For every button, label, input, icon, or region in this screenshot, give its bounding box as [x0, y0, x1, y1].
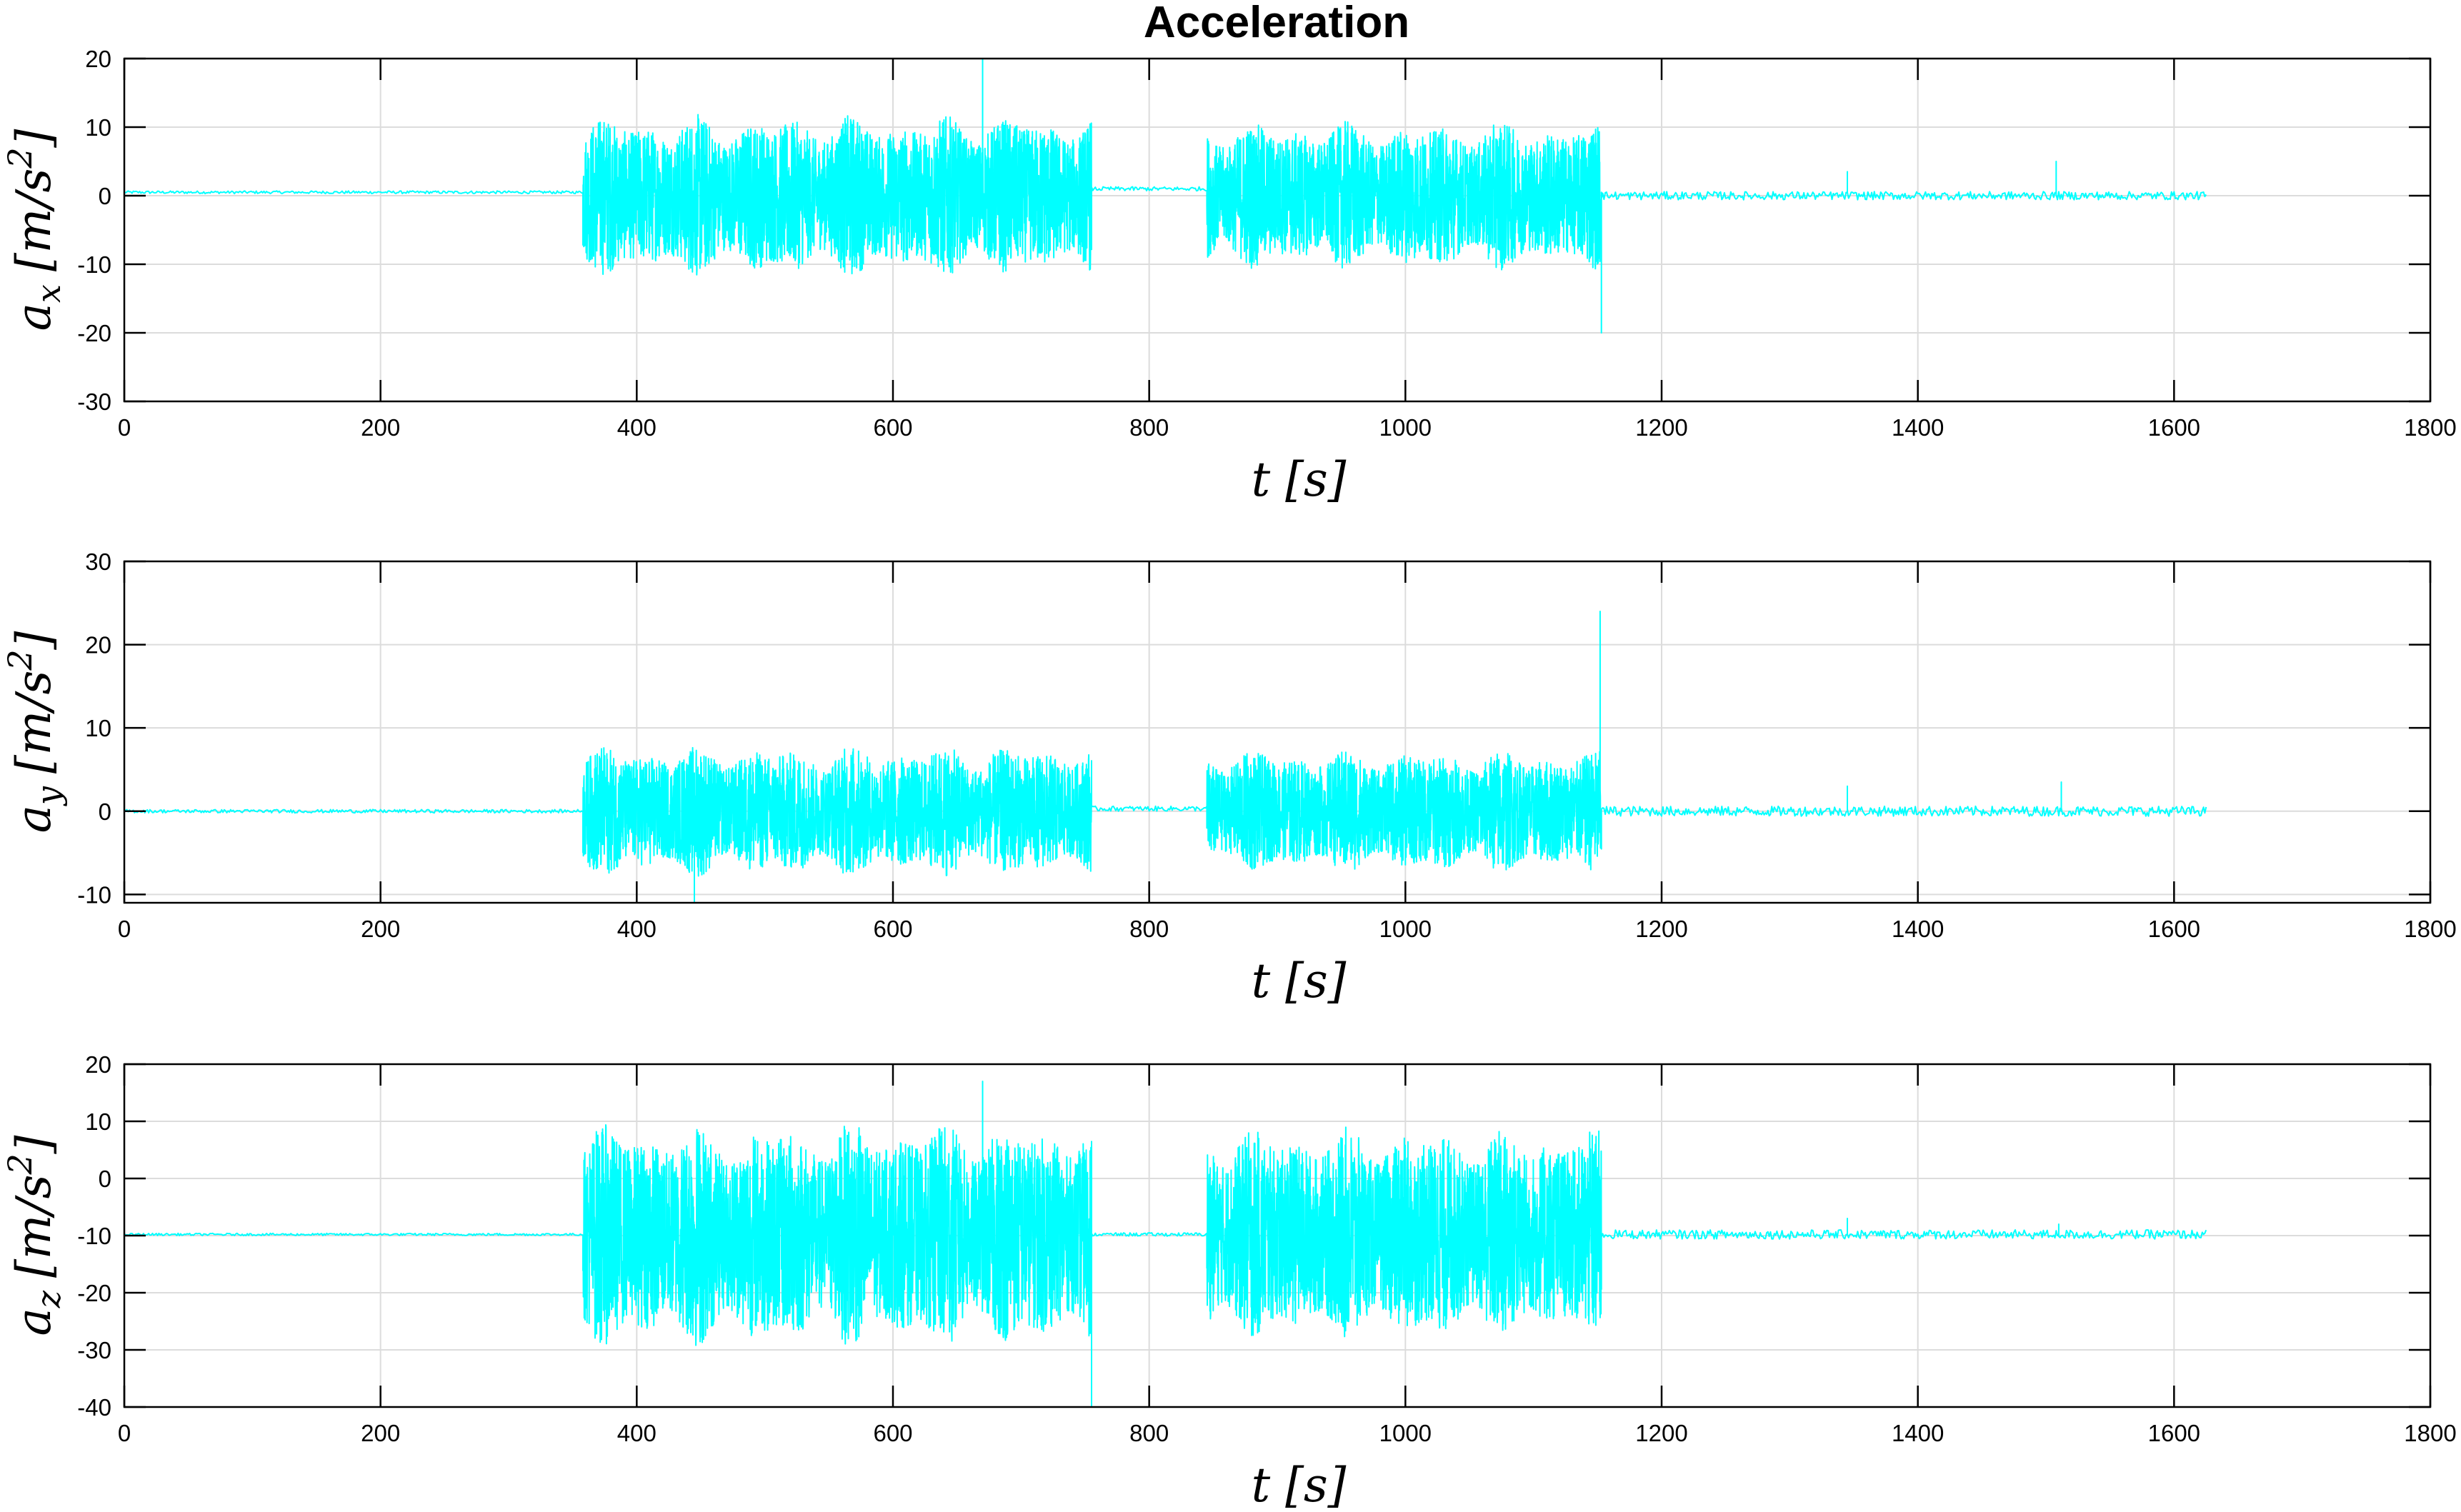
- y-axis-label-subscript: x: [29, 284, 68, 303]
- x-tick-label: 1400: [1892, 916, 1944, 942]
- y-axis-label-main: a: [6, 303, 61, 331]
- y-tick-label: -10: [77, 881, 111, 908]
- x-tick-label: 0: [118, 916, 131, 942]
- y-axis-label: az [m/s2]: [1, 1135, 68, 1336]
- y-axis-label-superscript: 2: [1, 147, 39, 169]
- y-tick-label: 20: [85, 1051, 111, 1078]
- x-tick-label: 1800: [2404, 916, 2456, 942]
- x-tick-label: 0: [118, 414, 131, 441]
- x-tick-label: 600: [873, 916, 912, 942]
- x-tick-label: 800: [1129, 916, 1169, 942]
- x-tick-label: 1600: [2148, 916, 2200, 942]
- y-tick-label: -20: [77, 320, 111, 346]
- subplot-panels: 0 200 400 600 800 1000 1200 1400 1600 1800-30-20-…: [1, 46, 2457, 1512]
- x-tick-label: 0: [118, 1420, 131, 1446]
- series-line-ay: [124, 611, 2207, 903]
- x-tick-label: 200: [361, 916, 400, 942]
- x-tick-label: 1800: [2404, 414, 2456, 441]
- x-tick-label: 800: [1129, 414, 1169, 441]
- y-tick-label: 30: [85, 549, 111, 575]
- axes-frame: [123, 560, 2432, 904]
- x-tick-label: 1400: [1892, 414, 1944, 441]
- y-tick-label: -10: [77, 1223, 111, 1249]
- x-tick-label: 400: [617, 1420, 657, 1446]
- x-tick-label: 400: [617, 414, 657, 441]
- y-axis-label-subscript: y: [29, 786, 68, 806]
- y-axis-label: ay [m/s2]: [1, 631, 68, 833]
- x-tick-label: 1200: [1635, 414, 1687, 441]
- y-tick-label: 0: [99, 798, 111, 825]
- x-tick-label: 1800: [2404, 1420, 2456, 1446]
- series-line-ax: [124, 58, 2207, 334]
- x-tick-label: 400: [617, 916, 657, 942]
- y-tick-label: 0: [99, 183, 111, 209]
- y-tick-label: -30: [77, 389, 111, 415]
- y-axis-label-unit: [m/s: [6, 169, 61, 271]
- y-tick-label: -10: [77, 251, 111, 278]
- x-axis-label: t [s]: [1252, 953, 1347, 1008]
- figure-title: Acceleration: [1144, 0, 1409, 47]
- y-axis-label-unit: [m/s: [6, 671, 61, 773]
- y-axis-label-unit: [m/s: [6, 1174, 61, 1277]
- y-tick-label: -30: [77, 1337, 111, 1363]
- x-tick-label: 600: [873, 1420, 912, 1446]
- y-axis-label-main: a: [6, 1308, 61, 1336]
- x-tick-label: 1200: [1635, 1420, 1687, 1446]
- y-axis-label-close: ]: [6, 1135, 61, 1154]
- y-axis-label: ax [m/s2]: [1, 129, 68, 331]
- y-tick-label: 20: [85, 632, 111, 659]
- y-axis-label-close: ]: [6, 129, 61, 148]
- y-tick-label: -40: [77, 1394, 111, 1421]
- y-axis-label-superscript: 2: [1, 1153, 39, 1175]
- y-tick-label: 10: [85, 1108, 111, 1135]
- y-axis-label-subscript: z: [29, 1290, 68, 1308]
- x-tick-label: 200: [361, 1420, 400, 1446]
- x-tick-label: 1600: [2148, 1420, 2200, 1446]
- y-axis-label-main: a: [6, 805, 61, 833]
- x-axis-label: t [s]: [1252, 1458, 1347, 1512]
- subplot-az: 0 200 400 600 800 1000 1200 1400 1600 1800-40-30-…: [1, 1051, 2457, 1512]
- y-tick-label: 10: [85, 114, 111, 141]
- y-tick-label: -20: [77, 1280, 111, 1306]
- y-axis-label-superscript: 2: [1, 649, 39, 671]
- x-tick-label: 1000: [1379, 1420, 1432, 1446]
- y-tick-label: 10: [85, 715, 111, 741]
- x-tick-label: 200: [361, 414, 400, 441]
- x-tick-label: 1400: [1892, 1420, 1944, 1446]
- y-tick-label: 20: [85, 46, 111, 72]
- series-line-az: [124, 1081, 2207, 1408]
- x-tick-label: 1600: [2148, 414, 2200, 441]
- x-tick-label: 800: [1129, 1420, 1169, 1446]
- subplot-ax: 0 200 400 600 800 1000 1200 1400 1600 1800-30-20-…: [1, 46, 2457, 507]
- x-tick-label: 1000: [1379, 414, 1432, 441]
- x-tick-label: 1000: [1379, 916, 1432, 942]
- x-axis-label: t [s]: [1252, 452, 1347, 507]
- x-tick-label: 600: [873, 414, 912, 441]
- axes-frame: [123, 57, 2432, 403]
- subplot-ay: 0 200 400 600 800 1000 1200 1400 1600 1800 -10 0 10 2…: [1, 549, 2457, 1008]
- x-tick-label: 1200: [1635, 916, 1687, 942]
- y-axis-label-close: ]: [6, 631, 61, 650]
- y-tick-label: 0: [99, 1166, 111, 1192]
